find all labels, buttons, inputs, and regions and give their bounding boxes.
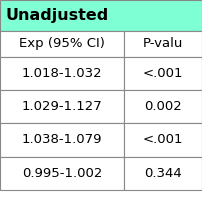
Text: <.001: <.001	[143, 133, 183, 146]
Bar	[0, 57, 124, 90]
Bar	[0, 157, 124, 190]
Bar	[124, 157, 202, 190]
Text: Unadjusted: Unadjusted	[5, 8, 108, 23]
Bar	[124, 123, 202, 157]
Text: <.001: <.001	[143, 67, 183, 80]
Text: 0.002: 0.002	[144, 100, 182, 113]
Text: 1.038-1.079: 1.038-1.079	[22, 133, 102, 146]
Text: 0.344: 0.344	[144, 167, 182, 180]
Text: 1.029-1.127: 1.029-1.127	[22, 100, 102, 113]
Bar	[0, 31, 124, 57]
Text: P-valu: P-valu	[143, 37, 183, 50]
Bar	[124, 90, 202, 123]
Text: 0.995-1.002: 0.995-1.002	[22, 167, 102, 180]
Bar	[124, 31, 202, 57]
Bar	[124, 57, 202, 90]
Bar	[0, 90, 124, 123]
Text: Exp (95% CI): Exp (95% CI)	[19, 37, 105, 50]
Bar	[0, 123, 124, 157]
Text: 1.018-1.032: 1.018-1.032	[22, 67, 102, 80]
Bar	[0, 0, 202, 31]
